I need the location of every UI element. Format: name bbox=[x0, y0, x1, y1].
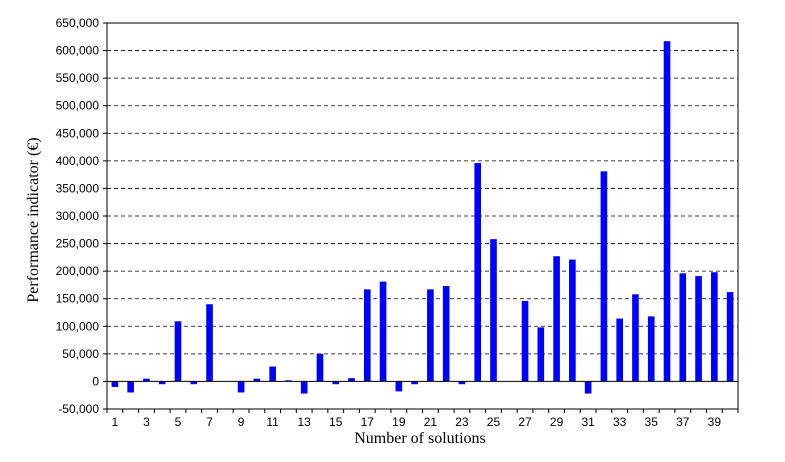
x-tick-label: 1 bbox=[112, 415, 119, 429]
x-tick-label: 19 bbox=[392, 415, 406, 429]
bar-31 bbox=[584, 381, 592, 394]
bar-35 bbox=[647, 316, 655, 382]
x-tick-label: 9 bbox=[238, 415, 245, 429]
bar-7 bbox=[206, 304, 213, 382]
x-tick-label: 35 bbox=[645, 415, 659, 429]
bar-6 bbox=[190, 381, 198, 385]
y-tick-label: 250,000 bbox=[56, 237, 100, 251]
y-tick-labels: -50,000 0 50,000 100,000 150,000 200,000 250,0… bbox=[56, 16, 107, 416]
y-tick-label: 400,000 bbox=[56, 154, 100, 168]
bar-2 bbox=[127, 381, 134, 393]
x-tick-label: 29 bbox=[550, 415, 564, 429]
y-tick-label: 600,000 bbox=[56, 44, 100, 58]
bar-34 bbox=[632, 294, 639, 382]
y-axis-title: Performance indicator (€) bbox=[25, 137, 42, 302]
x-tick-label: 11 bbox=[266, 415, 279, 429]
bar-24 bbox=[474, 163, 482, 382]
y-tick-label: 500,000 bbox=[56, 99, 100, 113]
bar-10 bbox=[253, 378, 261, 382]
bar-29 bbox=[553, 256, 560, 382]
bar-1 bbox=[111, 381, 119, 387]
x-tick-label: 5 bbox=[175, 415, 182, 429]
x-tick-label: 39 bbox=[708, 415, 722, 429]
bar-30 bbox=[569, 259, 576, 382]
x-tick-label: 25 bbox=[487, 415, 501, 429]
y-tick-label: 200,000 bbox=[56, 264, 100, 278]
bar-15 bbox=[332, 381, 340, 385]
y-tick-label: 300,000 bbox=[56, 209, 100, 223]
bar-38 bbox=[695, 276, 702, 382]
x-tick-label: 31 bbox=[581, 415, 595, 429]
bar-9 bbox=[237, 381, 245, 393]
bar-11 bbox=[269, 366, 276, 382]
x-tick-label: 17 bbox=[361, 415, 375, 429]
bar-23 bbox=[458, 381, 466, 385]
bar-18 bbox=[379, 281, 387, 382]
bar-27 bbox=[521, 300, 529, 382]
bar-20 bbox=[411, 381, 418, 385]
bar-22 bbox=[442, 286, 450, 382]
bars bbox=[111, 41, 734, 394]
x-tick-label: 13 bbox=[298, 415, 312, 429]
bar-37 bbox=[679, 273, 687, 382]
x-tick-label: 33 bbox=[613, 415, 627, 429]
x-tick-label: 37 bbox=[676, 415, 690, 429]
x-tick-label: 7 bbox=[206, 415, 213, 429]
bar-19 bbox=[395, 381, 403, 392]
grid-lines bbox=[107, 22, 738, 410]
y-tick-label: 550,000 bbox=[56, 71, 100, 85]
bar-13 bbox=[300, 381, 308, 394]
x-axis-title: Number of solutions bbox=[354, 430, 486, 447]
y-tick-label: 150,000 bbox=[56, 292, 100, 306]
y-tick-label: -50,000 bbox=[58, 402, 99, 416]
bar-36 bbox=[663, 41, 671, 382]
x-tick-label: 15 bbox=[329, 415, 343, 429]
bar-25 bbox=[490, 239, 497, 382]
bar-14 bbox=[316, 353, 324, 382]
bar-4 bbox=[158, 381, 166, 385]
bar-21 bbox=[427, 289, 434, 382]
y-tick-label: 350,000 bbox=[56, 181, 100, 195]
x-tick-label: 27 bbox=[518, 415, 532, 429]
bar-17 bbox=[363, 289, 371, 382]
bar-39 bbox=[711, 272, 718, 382]
bar-40 bbox=[726, 292, 734, 382]
bar-3 bbox=[143, 378, 150, 382]
y-tick-label: 0 bbox=[92, 374, 99, 388]
x-tick-label: 23 bbox=[455, 415, 469, 429]
x-tick-labels: 1 3 5 7 9 11 13 15 17 19 21 23 25 27 29 31 33 35 37 39 bbox=[106, 409, 739, 429]
bar-28 bbox=[537, 327, 545, 382]
bar-32 bbox=[600, 171, 608, 382]
bar-16 bbox=[348, 378, 355, 382]
x-tick-label: 21 bbox=[424, 415, 438, 429]
bar-12 bbox=[285, 380, 292, 382]
bar-33 bbox=[616, 318, 624, 382]
y-tick-label: 100,000 bbox=[56, 319, 100, 333]
x-tick-label: 3 bbox=[143, 415, 150, 429]
y-tick-label: 450,000 bbox=[56, 126, 100, 140]
y-tick-label: 650,000 bbox=[56, 16, 100, 30]
y-tick-label: 50,000 bbox=[62, 347, 99, 361]
bar-5 bbox=[174, 321, 182, 382]
